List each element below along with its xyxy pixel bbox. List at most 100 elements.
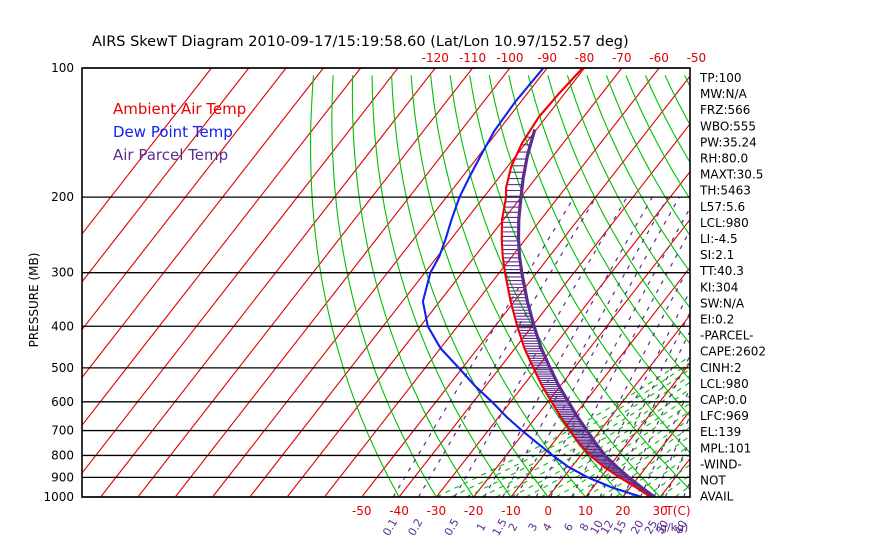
bottom-temp-tick-label: 0: [544, 504, 552, 518]
parameter-item: MAXT:30.5: [700, 168, 763, 182]
pressure-tick-label: 800: [51, 448, 74, 462]
parameter-item: NOT: [700, 474, 726, 488]
parameter-item: TP:100: [699, 71, 742, 85]
dry-adiabat-line: [410, 75, 587, 497]
isotherm-line: [324, 68, 660, 497]
bottom-temp-tick-label: -50: [352, 504, 372, 518]
mixing-ratio-tick-label: 40: [671, 518, 689, 537]
pressure-tick-label: 300: [51, 266, 74, 280]
bottom-temp-tick-label: 30: [653, 504, 668, 518]
parameter-item: LCL:980: [700, 216, 749, 230]
mixing-ratio-line: [483, 196, 653, 497]
isotherm-line: [622, 410, 690, 497]
moist-adiabat-line: [465, 368, 690, 497]
pressure-tick-label: 400: [51, 319, 74, 333]
moist-adiabat-line: [480, 374, 690, 497]
parameter-item: WBO:555: [700, 119, 756, 133]
isotherm-line: [82, 68, 287, 331]
dry-adiabat-line: [743, 75, 870, 497]
isotherm-line: [361, 75, 690, 497]
top-temp-tick-label: -90: [537, 51, 557, 65]
mixing-ratio-tick-label: 6: [561, 521, 576, 534]
mixing-ratio-line: [502, 196, 669, 497]
top-temp-tick-label: -100: [496, 51, 523, 65]
moist-adiabat-line: [540, 402, 690, 497]
legend-item-air-parcel-temp: Air Parcel Temp: [113, 146, 228, 164]
pressure-tick-label: 700: [51, 424, 74, 438]
moist-adiabat-line: [451, 361, 690, 497]
dry-adiabat-line: [821, 75, 870, 497]
parameter-item: CAP:0.0: [700, 393, 747, 407]
mixing-ratio-tick-label: 12: [598, 518, 616, 537]
parameter-item: AVAIL: [700, 490, 734, 504]
plot-frame: [81, 67, 691, 498]
isotherm-line: [82, 68, 250, 283]
isotherm-line: [82, 68, 362, 427]
bottom-temp-tick-label: 20: [615, 504, 630, 518]
parameter-item: EL:139: [700, 425, 741, 439]
dry-adiabat-line: [331, 75, 437, 497]
dry-adiabat-line: [586, 75, 690, 273]
bottom-temp-tick-label: 10: [578, 504, 593, 518]
dry-adiabat-line: [763, 75, 870, 497]
x-axis-temp-label: T(C): [664, 504, 690, 518]
pressure-tick-label: 600: [51, 395, 74, 409]
top-temp-tick-label: -120: [422, 51, 449, 65]
mixing-ratio-tick-label: 0.5: [442, 516, 462, 538]
parameter-item: LI:-4.5: [700, 232, 738, 246]
dry-adiabat-line: [508, 75, 690, 417]
parameter-item: PW:35.24: [700, 135, 757, 149]
bottom-temp-tick-label: -40: [389, 504, 409, 518]
isotherm-line: [473, 218, 690, 497]
dry-adiabat-line: [449, 75, 661, 497]
isotherm-line: [82, 68, 324, 379]
bottom-temp-tick-label: -10: [501, 504, 521, 518]
curve-air-parcel-temp: [516, 128, 656, 497]
sounding-curves: [421, 68, 656, 497]
dry-adiabat-line: [664, 75, 690, 126]
isotherm-line: [137, 68, 474, 497]
bottom-temp-tick-label: -30: [427, 504, 447, 518]
mixing-ratio-tick-label: 0.1: [380, 516, 400, 538]
dry-adiabat-line: [782, 75, 870, 497]
isotherm-line: [249, 68, 585, 497]
isotherm-line: [286, 68, 623, 497]
pressure-tick-label: 100: [51, 61, 74, 75]
bottom-temp-tick-label: -20: [464, 504, 484, 518]
top-temp-tick-label: -50: [687, 51, 707, 65]
y-axis-label: PRESSURE (MB): [27, 253, 41, 348]
parameter-item: L57:5.6: [700, 200, 745, 214]
isotherm-line: [398, 123, 690, 497]
top-temp-tick-label: -110: [459, 51, 486, 65]
mixing-ratio-tick-label: 1: [474, 521, 489, 534]
moist-adiabat-line: [525, 395, 690, 497]
isotherm-line: [100, 68, 436, 497]
mixing-ratio-line: [535, 206, 690, 497]
isotherm-line: [435, 170, 690, 497]
dry-adiabat-line: [488, 75, 690, 454]
mixing-ratio-tick-label: 30: [653, 518, 671, 537]
isotherm-line: [510, 266, 690, 497]
dry-adiabat-line: [310, 75, 400, 497]
mixing-ratio-line: [549, 229, 690, 497]
moist-adiabat-line: [615, 444, 690, 497]
parameter-item: TT:40.3: [699, 264, 744, 278]
pressure-tick-label: 1000: [43, 490, 74, 504]
isotherm-line: [82, 68, 399, 474]
moist-adiabat-line: [659, 474, 690, 497]
dry-adiabat-line: [547, 75, 690, 345]
parameter-item: RH:80.0: [700, 152, 748, 166]
parameter-item: SW:N/A: [700, 296, 745, 310]
dry-adiabat-line: [351, 75, 475, 497]
mixing-ratio-tick-label: 2: [506, 521, 521, 534]
dry-adiabat-line: [371, 75, 512, 497]
isotherm-line: [772, 68, 870, 497]
parameter-item: TH:5463: [699, 184, 751, 198]
dry-adiabat-line: [802, 75, 870, 497]
mixing-ratio-tick-label: 20: [628, 518, 646, 537]
parameter-item: MW:N/A: [700, 87, 748, 101]
moist-adiabat-line: [644, 464, 690, 497]
pressure-tick-label: 200: [51, 190, 74, 204]
parameter-item: KI:304: [700, 280, 738, 294]
mixing-ratio-line: [454, 196, 628, 497]
